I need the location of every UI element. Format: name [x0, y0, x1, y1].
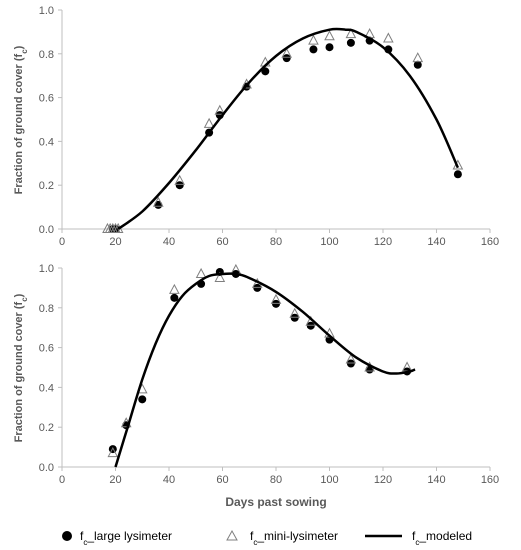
top-x-tick-label: 120 [374, 236, 392, 248]
bottom-x-tick-label: 40 [163, 474, 175, 486]
bottom-y-tick-label: 0.4 [39, 382, 54, 394]
bottom-x-tick-label: 60 [216, 474, 228, 486]
bottom-y-tick-label: 0.2 [39, 422, 54, 434]
bottom-mini-lysimeter-point [270, 293, 282, 304]
bottom-large-lysimeter-point [170, 293, 179, 302]
top-x-tick-label: 80 [270, 236, 282, 248]
top-large-lysimeter-point [282, 54, 291, 63]
bottom-x-tick-label: 120 [374, 474, 392, 486]
bottom-x-tick-label: 140 [427, 474, 445, 486]
bottom-y-tick-label: 0.6 [39, 343, 54, 355]
top-mini-lysimeter-point [383, 32, 394, 43]
bottom-y-tick-label: 0.0 [39, 462, 54, 474]
legend-label-large-lysimeter: fc_large lysimeter [80, 529, 172, 547]
top-panel: Fraction of ground cover (fc) 0 20 40 60 80 1… [13, 5, 499, 248]
bottom-x-tick-label: 100 [320, 474, 338, 486]
top-y-tick-label: 0.2 [39, 180, 54, 192]
top-mini-lysimeter-point [412, 52, 424, 63]
top-large-lysimeter-point [175, 181, 184, 190]
top-x-tick-label: 60 [216, 236, 228, 248]
top-x-tick-label: 0 [59, 236, 65, 248]
top-x-tick-label: 20 [109, 236, 121, 248]
top-x-tick-label: 140 [427, 236, 445, 248]
top-y-axis-label: Fraction of ground cover (fc) [13, 45, 29, 194]
top-mini-lysimeter-point [308, 34, 319, 45]
legend: fc_large lysimeter fc_mini-lysimeter fc_… [62, 529, 472, 547]
top-mini-lysimeter-point [203, 117, 215, 128]
top-mini-lysimeter-point [281, 47, 293, 58]
bottom-y-tick-label: 0.8 [39, 303, 54, 315]
top-mini-lysimeter-point [174, 174, 186, 185]
top-large-lysimeter-point [325, 43, 334, 52]
bottom-mini-lysimeter-point [195, 267, 207, 278]
top-mini-lysimeter-point [324, 30, 335, 41]
bottom-mini-lysimeter-point [289, 307, 301, 318]
top-large-lysimeter-point [261, 67, 270, 76]
bottom-mini-lysimeter-point [345, 353, 357, 364]
bottom-modeled-curve [114, 272, 416, 468]
bottom-mini-lysimeter-point [214, 271, 226, 282]
legend-marker-large-lysimeter [62, 531, 72, 541]
bottom-x-tick-label: 160 [481, 474, 499, 486]
top-y-tick-label: 0.8 [39, 49, 54, 61]
legend-label-modeled: fc_modeled [412, 529, 472, 547]
top-y-tick-label: 0.0 [39, 224, 54, 236]
top-y-tick-label: 1.0 [39, 5, 54, 17]
bottom-large-lysimeter-point [138, 395, 147, 404]
top-modeled-curve [117, 27, 460, 231]
bottom-x-tick-label: 80 [270, 474, 282, 486]
bottom-y-axis-label: Fraction of ground cover (fc) [13, 293, 29, 442]
top-large-lysimeter-point [346, 38, 355, 47]
legend-marker-mini-lysimeter [226, 529, 238, 541]
x-axis-label: Days past sowing [225, 495, 326, 509]
top-x-tick-label: 160 [481, 236, 499, 248]
top-large-lysimeter-point [309, 45, 318, 54]
legend-label-mini-lysimeter: fc_mini-lysimeter [250, 529, 338, 547]
bottom-y-tick-label: 1.0 [39, 263, 54, 275]
top-y-tick-label: 0.6 [39, 93, 54, 105]
bottom-x-tick-label: 0 [59, 474, 65, 486]
top-mini-lysimeter-point [152, 196, 164, 207]
top-x-tick-label: 40 [163, 236, 175, 248]
bottom-x-tick-label: 20 [109, 474, 121, 486]
bottom-mini-lysimeter-point [169, 283, 180, 294]
top-large-lysimeter-point [413, 60, 422, 69]
top-large-lysimeter-point [154, 200, 163, 209]
top-y-tick-label: 0.4 [39, 136, 54, 148]
top-mini-lysimeter-point [345, 28, 357, 39]
top-x-tick-label: 100 [320, 236, 338, 248]
top-large-lysimeter-point [453, 170, 462, 179]
bottom-panel: Fraction of ground cover (fc) Days past … [13, 263, 499, 509]
top-mini-lysimeter-point [214, 104, 226, 115]
bottom-mini-lysimeter-point [107, 447, 119, 458]
